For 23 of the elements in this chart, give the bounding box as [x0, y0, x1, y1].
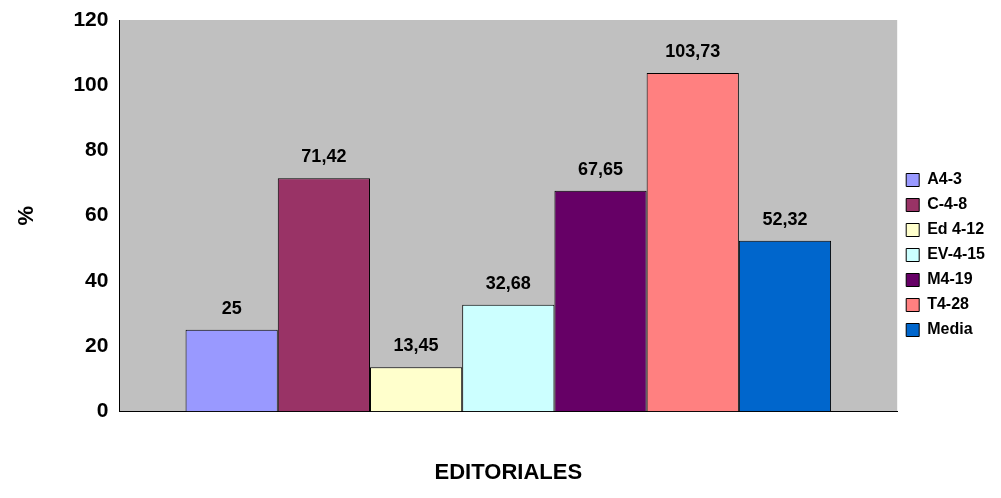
legend-label: T4-28 — [927, 295, 970, 313]
legend-label: Ed 4-12 — [927, 220, 985, 238]
y-tick-label: 120 — [73, 6, 109, 30]
data-label: 13,45 — [393, 335, 439, 356]
legend-label: EV-4-15 — [927, 245, 986, 263]
legend-label: M4-19 — [927, 270, 973, 288]
data-label: 103,73 — [665, 41, 721, 62]
data-label: 32,68 — [485, 272, 531, 293]
data-label: 67,65 — [578, 158, 624, 179]
y-axis-title: % — [13, 205, 39, 226]
data-label: 52,32 — [762, 208, 808, 229]
data-label: 71,42 — [301, 146, 347, 167]
y-tick-label: 80 — [85, 137, 109, 161]
legend-label: C-4-8 — [927, 195, 968, 213]
legend-label: Media — [927, 320, 973, 338]
x-axis-title: EDITORIALES — [434, 458, 583, 484]
y-tick-label: 20 — [85, 332, 109, 356]
y-tick-label: 0 — [96, 398, 109, 421]
legend-label: A4-3 — [927, 170, 962, 188]
y-tick-label: 100 — [73, 72, 109, 95]
y-tick-label: 40 — [85, 267, 109, 291]
y-tick-label: 60 — [85, 202, 109, 226]
data-label: 25 — [221, 297, 242, 318]
